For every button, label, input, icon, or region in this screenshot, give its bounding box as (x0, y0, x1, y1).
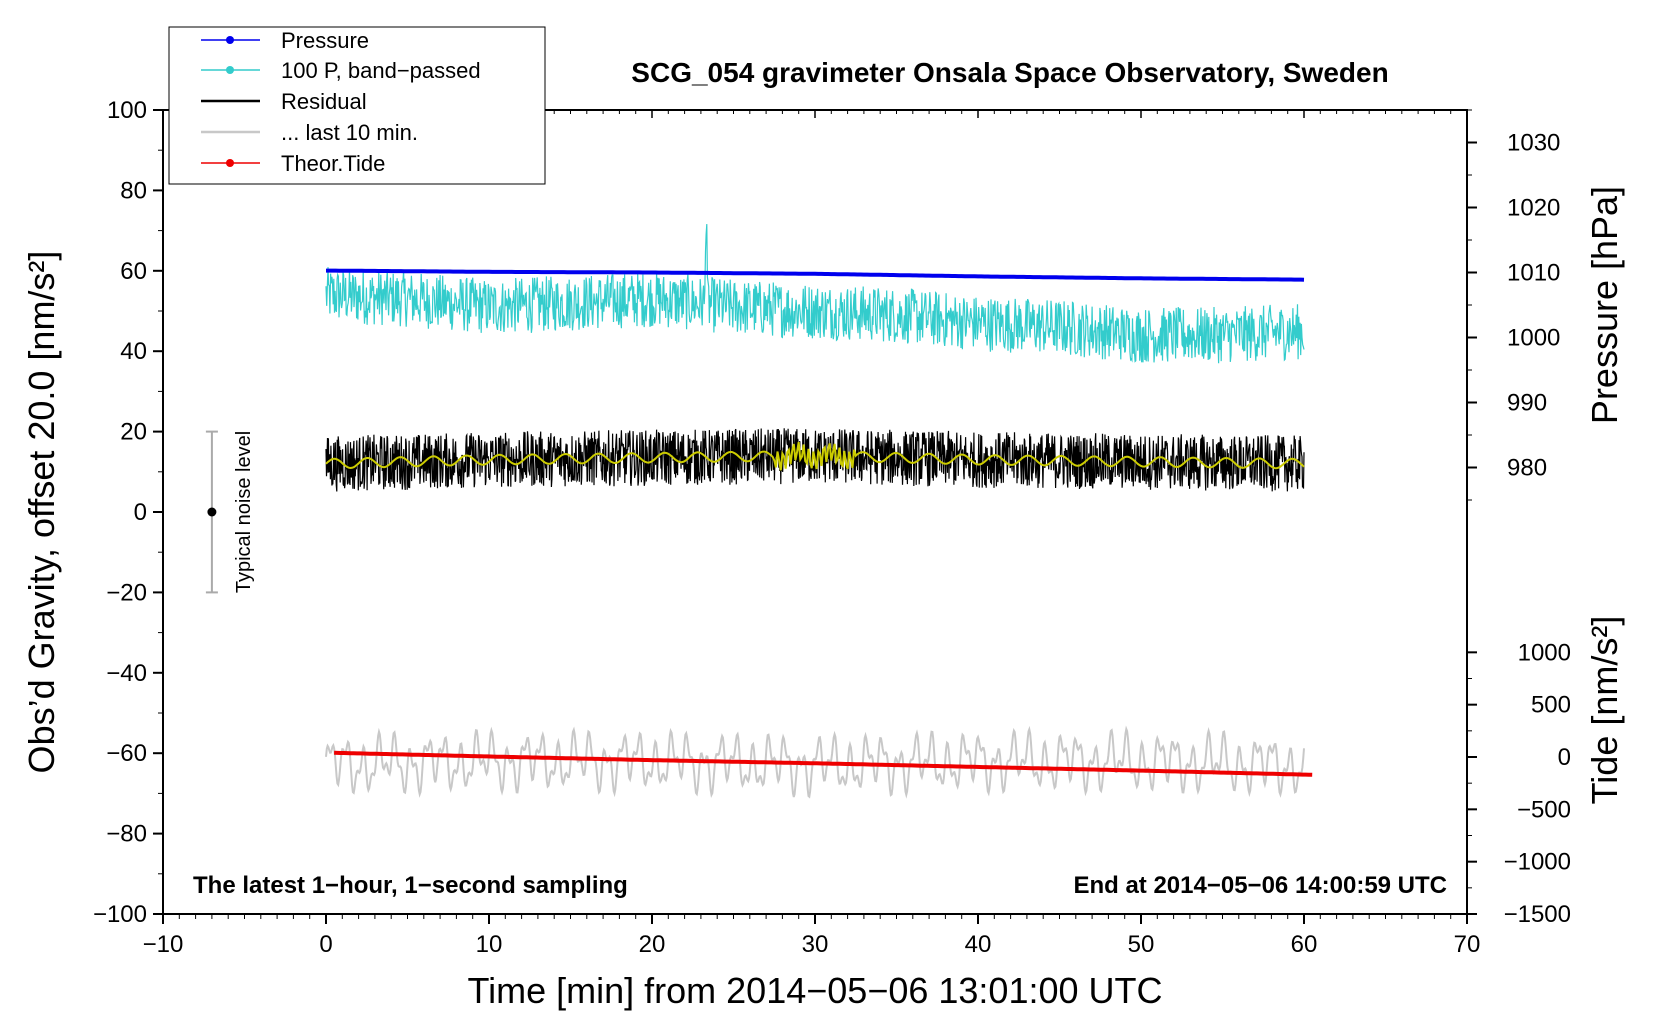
y-tick-label-left: −80 (106, 821, 147, 848)
y-tick-label-left: 60 (120, 258, 147, 285)
legend-label: Residual (281, 89, 367, 114)
y-tick-label-pressure: 1010 (1507, 260, 1560, 287)
y-tick-label-left: 40 (120, 338, 147, 365)
y-tick-label-left: −20 (106, 579, 147, 606)
noise-center-dot (207, 507, 217, 517)
series-pressure (326, 268, 1305, 282)
legend-label: Theor.Tide (281, 151, 385, 176)
tick-layer: −10 0 10 20 30 40 50 60 70−100−80−60−40−20020406… (93, 97, 1571, 958)
y-tick-label-tide: −500 (1517, 796, 1571, 823)
y-tick-label-tide: −1000 (1504, 849, 1571, 876)
legend-marker (226, 66, 234, 74)
series-band-passed (325, 224, 1305, 364)
x-tick-label: 30 (802, 931, 829, 958)
y-tick-label-left: 80 (120, 177, 147, 204)
y-tick-label-pressure: 1020 (1507, 195, 1560, 222)
series-residual-smoothed (325, 441, 1305, 471)
legend-marker (226, 159, 234, 167)
y-tick-label-pressure: 990 (1507, 390, 1547, 417)
x-tick-label: 70 (1454, 931, 1481, 958)
legend-marker (226, 36, 234, 44)
legend-label: Pressure (281, 28, 369, 53)
x-tick-label: 10 (476, 931, 503, 958)
x-tick-label: 20 (639, 931, 666, 958)
y-tick-label-pressure: 1000 (1507, 325, 1560, 352)
y-tick-label-pressure: 1030 (1507, 130, 1560, 157)
series-theor-tide (334, 750, 1313, 777)
series-residual (325, 428, 1305, 492)
series-last-10-min (325, 725, 1305, 799)
y-tick-label-left: 100 (107, 97, 147, 124)
x-axis-title: Time [min] from 2014−05−06 13:01:00 UTC (467, 970, 1162, 1011)
noise-indicator: Typical noise level (205, 430, 255, 594)
legend-label: 100 P, band−passed (281, 58, 481, 83)
y-tick-label-pressure: 980 (1507, 455, 1547, 482)
x-tick-label: 40 (965, 931, 992, 958)
x-tick-label: 50 (1128, 931, 1155, 958)
legend: Pressure 100 P, band−passed Residual ... la… (168, 26, 546, 185)
y-tick-label-tide: 0 (1558, 744, 1571, 771)
y-tick-label-tide: −1500 (1504, 901, 1571, 928)
legend-label: ... last 10 min. (281, 120, 418, 145)
y-tick-label-left: −100 (93, 901, 147, 928)
x-tick-label: −10 (143, 931, 184, 958)
y-axis-title-left: Obs’d Gravity, offset 20.0 [nm/s²] (21, 251, 62, 774)
y-axis-title-tide: Tide [nm/s²] (1584, 616, 1625, 805)
annotation-end-time: End at 2014−05−06 14:00:59 UTC (1073, 872, 1447, 899)
y-tick-label-left: −40 (106, 660, 147, 687)
annotation-sampling: The latest 1−hour, 1−second sampling (193, 872, 628, 899)
x-tick-label: 60 (1291, 931, 1318, 958)
chart-title: SCG_054 gravimeter Onsala Space Observat… (631, 57, 1388, 88)
y-tick-label-left: 0 (134, 499, 147, 526)
legend-box (168, 26, 546, 185)
y-tick-label-tide: 1000 (1518, 639, 1571, 666)
series-layer (325, 224, 1313, 799)
y-tick-label-tide: 500 (1531, 692, 1571, 719)
y-tick-label-left: 20 (120, 419, 147, 446)
noise-label: Typical noise level (233, 431, 255, 593)
y-tick-label-left: −60 (106, 740, 147, 767)
x-tick-label: 0 (319, 931, 332, 958)
plot-frame (162, 109, 1468, 915)
y-axis-title-pressure: Pressure [hPa] (1584, 186, 1625, 424)
